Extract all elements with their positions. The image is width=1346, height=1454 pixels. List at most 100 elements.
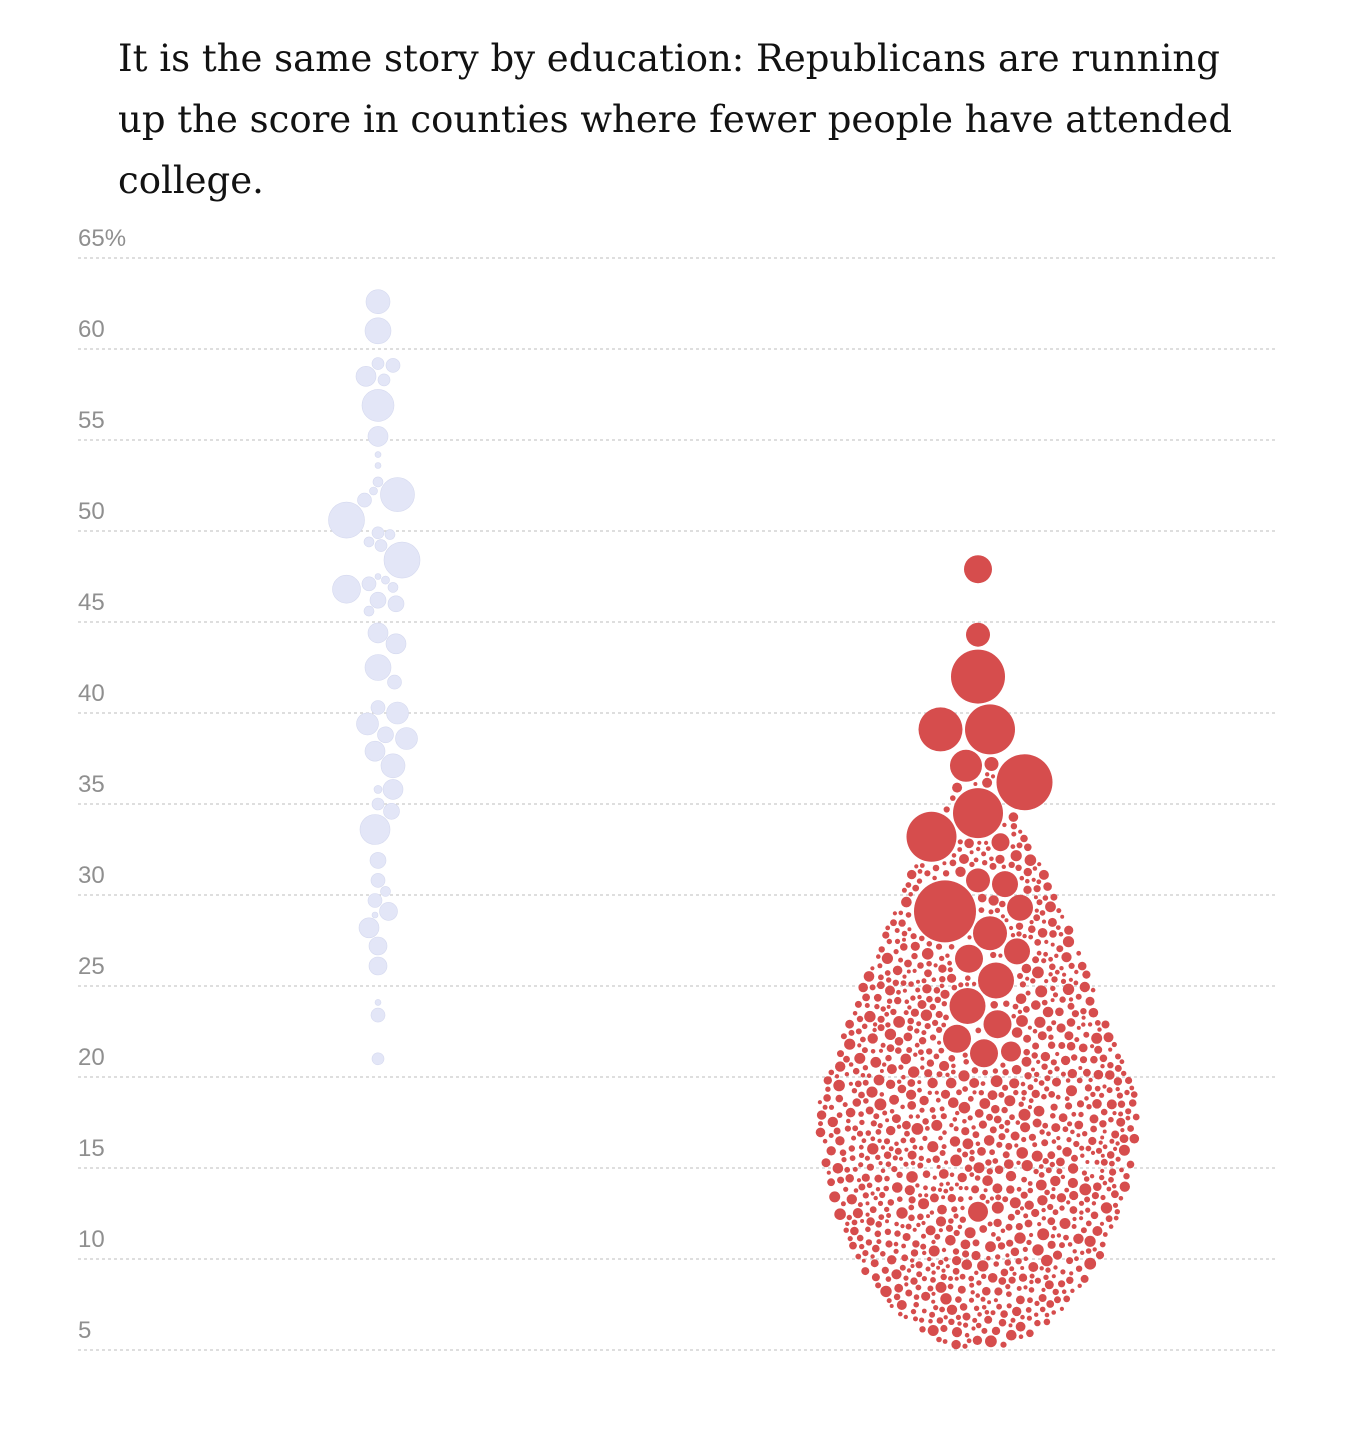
republican-county-dot-918 <box>919 935 925 942</box>
republican-county-dot-465 <box>929 1193 939 1203</box>
republican-county-dot-33 <box>978 1120 988 1129</box>
republican-county-dot-929 <box>1020 1191 1028 1199</box>
republican-county-dot-444 <box>1085 1160 1090 1164</box>
republican-county-dot-1105 <box>983 1188 988 1193</box>
republican-county-dot-562 <box>1111 1190 1119 1199</box>
republican-county-dot-286 <box>889 1094 900 1105</box>
republican-county-dot-767 <box>858 1162 864 1168</box>
republican-county-dot-656 <box>951 853 957 858</box>
republican-county-dot-477 <box>852 1098 862 1107</box>
republican-county-dot-85 <box>1050 1175 1061 1187</box>
y-tick-label-40: 40 <box>78 680 105 707</box>
republican-county-dot-262 <box>988 895 999 906</box>
republican-county-dot-227 <box>996 1303 1002 1310</box>
republican-county-dot-829 <box>1071 1054 1078 1061</box>
republican-county-dot-693 <box>929 1107 936 1113</box>
republican-county-dot-769 <box>945 953 950 958</box>
republican-county-dot-331 <box>1123 1173 1130 1180</box>
republican-county-dot-958 <box>1064 1096 1070 1102</box>
republican-county-dot-353 <box>910 933 917 940</box>
republican-county-dot-747 <box>864 1003 870 1008</box>
republican-county-dot-495 <box>981 1327 988 1334</box>
republican-county-dot-184 <box>1033 885 1041 893</box>
republican-county-dot-272 <box>866 1073 872 1078</box>
republican-county-point-24 <box>968 1201 988 1222</box>
republican-county-point-11 <box>966 868 990 893</box>
republican-county-dot-463 <box>982 860 988 866</box>
republican-county-dot-520 <box>918 1155 924 1162</box>
republican-county-dot-749 <box>859 1119 865 1126</box>
republican-county-dot-479 <box>1015 993 1027 1005</box>
republican-county-dot-457 <box>945 1077 957 1089</box>
republican-county-dot-861 <box>880 1006 886 1012</box>
republican-county-dot-521 <box>1090 1150 1096 1155</box>
democrat-county-point-44 <box>369 852 387 869</box>
republican-county-dot-532 <box>984 840 989 846</box>
republican-county-dot-856 <box>902 988 908 993</box>
republican-county-dot-246 <box>883 1151 892 1159</box>
republican-county-dot-268 <box>973 1162 985 1174</box>
republican-county-dot-50 <box>940 1113 947 1120</box>
republican-county-dot-198 <box>1094 1159 1100 1165</box>
republican-county-dot-971 <box>901 887 907 893</box>
republican-county-dot-1102 <box>1073 980 1079 986</box>
republican-county-dot-787 <box>1056 1193 1067 1203</box>
republican-county-dot-37 <box>1125 1076 1133 1085</box>
republican-county-dot-953 <box>904 1282 909 1287</box>
republican-county-dot-229 <box>984 1315 993 1324</box>
republican-county-dot-9 <box>950 1154 962 1167</box>
republican-county-dot-38 <box>1083 1068 1091 1077</box>
republican-county-dot-73 <box>1106 1099 1117 1110</box>
republican-county-dot-729 <box>1008 1276 1016 1284</box>
republican-county-dot-15 <box>1066 1276 1074 1285</box>
republican-county-dot-260 <box>1015 1321 1026 1332</box>
republican-county-dot-924 <box>926 1158 932 1164</box>
republican-county-dot-763 <box>933 963 938 968</box>
democrat-county-point-4 <box>355 365 377 387</box>
republican-county-dot-876 <box>1109 1160 1115 1167</box>
republican-county-dot-1061 <box>1029 920 1034 925</box>
republican-county-dot-509 <box>1056 1157 1065 1167</box>
republican-county-dot-63 <box>1018 1273 1028 1282</box>
republican-county-dot-164 <box>994 1165 1004 1174</box>
republican-county-dot-301 <box>1067 1177 1078 1189</box>
republican-county-dot-259 <box>1093 1069 1104 1080</box>
republican-county-dot-853 <box>969 861 975 868</box>
republican-county-dot-758 <box>931 1270 936 1275</box>
republican-county-dot-1008 <box>1002 1196 1009 1203</box>
y-tick-label-20: 20 <box>78 1044 105 1071</box>
republican-county-dot-564 <box>953 1126 959 1132</box>
republican-county-dot-235 <box>1064 1031 1074 1041</box>
republican-county-dot-995 <box>933 987 941 994</box>
republican-county-dot-338 <box>856 1178 862 1183</box>
republican-county-dot-850 <box>848 1062 854 1067</box>
republican-county-dot-447 <box>848 1145 855 1152</box>
republican-county-dot-205 <box>1003 1000 1010 1007</box>
republican-county-dot-846 <box>936 1071 943 1078</box>
republican-county-dot-1150 <box>822 1104 828 1110</box>
republican-county-dot-928 <box>999 900 1006 908</box>
republican-county-dot-213 <box>904 959 912 968</box>
republican-county-dot-1097 <box>1005 1284 1011 1290</box>
republican-county-dot-115 <box>940 1324 948 1333</box>
republican-county-dot-707 <box>1037 862 1042 867</box>
republican-county-dot-852 <box>916 979 920 984</box>
republican-county-dot-1131 <box>1000 1062 1006 1068</box>
republican-county-dot-898 <box>1023 1048 1030 1056</box>
republican-county-dot-318 <box>1011 1064 1022 1075</box>
republican-county-dot-1063 <box>893 1241 899 1247</box>
republican-county-dot-1142 <box>1068 997 1074 1002</box>
republican-county-dot-752 <box>939 1306 945 1313</box>
republican-county-dot-20 <box>958 1101 971 1114</box>
republican-county-point-9 <box>906 811 957 862</box>
republican-county-dot-153 <box>849 1155 856 1161</box>
republican-county-dot-458 <box>954 1276 959 1281</box>
republican-county-dot-31 <box>1031 1208 1040 1218</box>
republican-county-dot-64 <box>874 1230 882 1238</box>
republican-county-dot-778 <box>834 1074 840 1079</box>
republican-county-dot-896 <box>893 1293 901 1301</box>
republican-county-dot-83 <box>962 1312 971 1321</box>
republican-county-dot-1064 <box>927 1285 934 1292</box>
republican-county-dot-54 <box>835 1094 844 1103</box>
republican-county-dot-1098 <box>914 864 919 869</box>
